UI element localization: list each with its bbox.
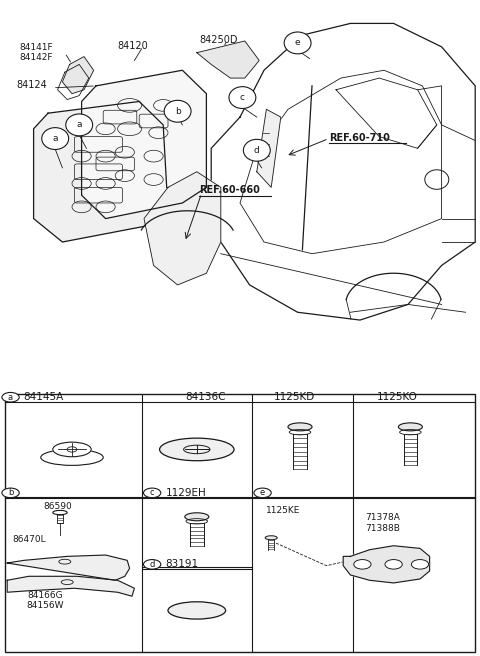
Text: c: c — [240, 93, 245, 102]
Polygon shape — [144, 172, 221, 285]
Text: 84136C: 84136C — [185, 392, 225, 402]
Text: 1125KE: 1125KE — [266, 506, 301, 514]
Text: 84166G
84156W: 84166G 84156W — [27, 591, 64, 610]
Polygon shape — [62, 56, 94, 94]
Ellipse shape — [398, 423, 422, 431]
Circle shape — [243, 139, 270, 161]
Circle shape — [2, 392, 19, 402]
Text: 84145A: 84145A — [23, 392, 63, 402]
Text: a: a — [52, 134, 58, 143]
Text: 86470L: 86470L — [12, 535, 46, 544]
Ellipse shape — [53, 442, 91, 457]
Circle shape — [144, 560, 161, 569]
Text: 83191: 83191 — [166, 560, 199, 569]
Text: REF.60-710: REF.60-710 — [329, 133, 390, 142]
Ellipse shape — [265, 536, 277, 540]
Circle shape — [354, 560, 371, 569]
Ellipse shape — [159, 438, 234, 461]
Ellipse shape — [53, 510, 67, 515]
Circle shape — [2, 488, 19, 498]
Text: 71378A
71388B: 71378A 71388B — [365, 512, 400, 533]
Polygon shape — [7, 555, 130, 581]
Circle shape — [284, 32, 311, 54]
Polygon shape — [343, 546, 430, 583]
Text: 1125KO: 1125KO — [377, 392, 418, 402]
Polygon shape — [82, 70, 206, 218]
Text: c: c — [150, 488, 155, 497]
Circle shape — [164, 100, 191, 122]
Text: b: b — [8, 488, 13, 497]
Polygon shape — [257, 110, 281, 188]
Text: 84120: 84120 — [118, 41, 148, 51]
Text: 84250D: 84250D — [199, 35, 238, 45]
Text: 1129EH: 1129EH — [166, 488, 206, 498]
Circle shape — [385, 560, 402, 569]
Circle shape — [411, 560, 429, 569]
Circle shape — [229, 87, 256, 108]
Ellipse shape — [185, 513, 209, 521]
Text: a: a — [76, 121, 82, 129]
Polygon shape — [7, 577, 134, 596]
Polygon shape — [34, 102, 168, 242]
Ellipse shape — [288, 423, 312, 431]
Text: 84124: 84124 — [17, 80, 48, 90]
Circle shape — [66, 114, 93, 136]
Text: 1125KD: 1125KD — [274, 392, 315, 402]
Text: e: e — [260, 488, 265, 497]
Circle shape — [144, 488, 161, 498]
Circle shape — [254, 488, 271, 498]
Polygon shape — [197, 41, 259, 78]
Text: 84141F
84142F: 84141F 84142F — [19, 43, 53, 62]
Text: a: a — [8, 393, 13, 401]
Circle shape — [42, 128, 69, 150]
Text: REF.60-660: REF.60-660 — [199, 185, 260, 195]
Text: 86590: 86590 — [43, 502, 72, 510]
Text: b: b — [175, 107, 180, 115]
Text: e: e — [295, 39, 300, 47]
Ellipse shape — [168, 602, 226, 619]
Text: d: d — [149, 560, 155, 569]
Text: d: d — [254, 146, 260, 155]
